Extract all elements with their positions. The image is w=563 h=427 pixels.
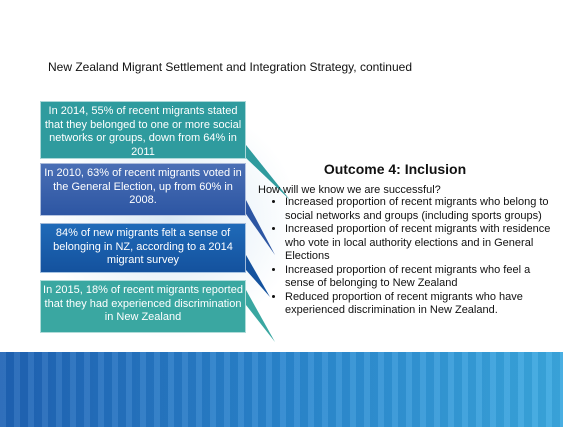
bullet: Increased proportion of recent migrants … xyxy=(285,223,558,264)
outcome-question: How will we know we are successful? xyxy=(258,184,441,196)
pointer xyxy=(246,255,270,297)
bullet-list: Increased proportion of recent migrants … xyxy=(268,196,558,318)
callout: In 2015, 18% of recent migrants reported… xyxy=(40,280,246,333)
pointer xyxy=(246,200,275,255)
bottom-band xyxy=(0,352,563,427)
slide-title: New Zealand Migrant Settlement and Integ… xyxy=(48,60,412,74)
callout: 84% of new migrants felt a sense of belo… xyxy=(40,223,246,273)
bullet: Increased proportion of recent migrants … xyxy=(285,196,558,223)
callout: In 2014, 55% of recent migrants stated t… xyxy=(40,101,246,159)
pointer xyxy=(246,145,290,200)
callout: In 2010, 63% of recent migrants voted in… xyxy=(40,163,246,216)
pointer xyxy=(246,290,275,342)
bullet: Reduced proportion of recent migrants wh… xyxy=(285,291,558,318)
outcome-heading: Outcome 4: Inclusion xyxy=(323,161,467,177)
bullet: Increased proportion of recent migrants … xyxy=(285,264,558,291)
